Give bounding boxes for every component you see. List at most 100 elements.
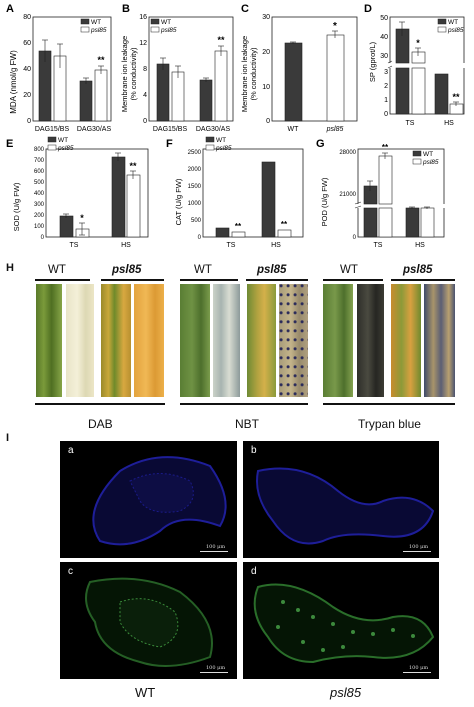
svg-text:TS: TS bbox=[70, 242, 79, 249]
leaf-tb-wt-1 bbox=[323, 284, 353, 397]
h-stain-trypan: Trypan blue bbox=[358, 417, 421, 431]
svg-text:**: ** bbox=[452, 92, 460, 102]
svg-text:16: 16 bbox=[139, 14, 147, 21]
svg-text:*: * bbox=[416, 38, 420, 48]
svg-text:HS: HS bbox=[271, 242, 281, 249]
svg-text:**: ** bbox=[129, 161, 137, 171]
bar-psl85-ts-low bbox=[411, 67, 426, 115]
bar-wt bbox=[284, 42, 303, 122]
svg-text:psl85: psl85 bbox=[90, 27, 107, 34]
svg-text:0: 0 bbox=[41, 235, 45, 241]
svg-text:WT: WT bbox=[288, 126, 300, 133]
svg-text:**: ** bbox=[281, 220, 288, 229]
tick: 60 bbox=[23, 40, 31, 47]
h-bar bbox=[180, 403, 308, 405]
leaf-tb-wt-2 bbox=[357, 284, 384, 397]
svg-text:HS: HS bbox=[444, 120, 454, 127]
svg-text:700: 700 bbox=[34, 158, 45, 164]
svg-text:G: G bbox=[316, 138, 325, 150]
h-tb-wt: WT bbox=[340, 264, 358, 276]
panel-g: G POD (U/g FW) 0 21000 28000 ** WT psl85 bbox=[316, 138, 446, 249]
error-bars bbox=[42, 39, 104, 84]
micrograph-a: a 100 μm bbox=[60, 441, 237, 558]
bar-psl85-hs bbox=[449, 103, 464, 115]
chart-row-1: A MDA (nmol/g FW) 0 20 40 60 80 ** W bbox=[6, 3, 467, 133]
svg-text:psl85: psl85 bbox=[160, 27, 177, 34]
sig-mark: ** bbox=[97, 55, 105, 65]
svg-text:HS: HS bbox=[415, 242, 425, 249]
panel-e: E SOD (U/g FW) 0 100 200 300 400 500 600… bbox=[6, 136, 149, 249]
bar-wt-ts bbox=[395, 28, 410, 64]
svg-text:E: E bbox=[6, 138, 13, 150]
bar-psl85-dag15 bbox=[171, 71, 185, 122]
svg-text:psl85: psl85 bbox=[215, 145, 232, 152]
h-bar bbox=[323, 279, 383, 281]
svg-text:2: 2 bbox=[384, 83, 388, 90]
leaf-nbt-wt-1 bbox=[180, 284, 210, 397]
leaf-dab-mut-1 bbox=[101, 284, 131, 397]
panel-a-label: A bbox=[6, 3, 14, 15]
svg-text:12: 12 bbox=[139, 40, 147, 47]
leaf-dab-wt-1 bbox=[36, 284, 62, 397]
svg-text:psl85: psl85 bbox=[326, 126, 344, 133]
svg-text:0: 0 bbox=[384, 111, 388, 118]
scale-a: 100 μm bbox=[206, 544, 226, 550]
h-dab-mut: psl85 bbox=[112, 264, 142, 276]
panel-b-label: B bbox=[122, 3, 130, 15]
panel-f: F CAT (U/g FW) 0 500 1000 1500 2000 2500… bbox=[166, 136, 304, 249]
svg-text:Membrane ion leakage: Membrane ion leakage bbox=[120, 36, 129, 112]
panel-b: B Membrane ion leakage (% conductivity) … bbox=[120, 3, 234, 133]
sub-d: d bbox=[251, 566, 257, 577]
svg-text:SP (gprot/L): SP (gprot/L) bbox=[368, 41, 377, 82]
svg-text:2500: 2500 bbox=[188, 150, 202, 156]
scale-b: 100 μm bbox=[409, 544, 429, 550]
svg-text:DAG15/BS: DAG15/BS bbox=[153, 126, 188, 133]
svg-text:50: 50 bbox=[380, 15, 388, 22]
h-nbt-mut: psl85 bbox=[257, 264, 287, 276]
svg-text:DAG30/AS: DAG30/AS bbox=[196, 126, 231, 133]
svg-text:400: 400 bbox=[34, 191, 45, 197]
svg-text:WT: WT bbox=[216, 137, 226, 144]
svg-text:TS: TS bbox=[227, 242, 236, 249]
xcat: DAG15/BS bbox=[35, 126, 70, 133]
micrograph-d-image bbox=[253, 583, 435, 664]
panel-a: A MDA (nmol/g FW) 0 20 40 60 80 ** W bbox=[6, 3, 111, 133]
svg-text:F: F bbox=[166, 138, 173, 150]
bar-psl85-dag30 bbox=[94, 69, 108, 122]
panel-d-label: D bbox=[364, 3, 372, 15]
svg-text:3: 3 bbox=[384, 69, 388, 76]
svg-text:WT: WT bbox=[161, 19, 171, 26]
micrograph-a-image bbox=[92, 456, 227, 546]
h-bar bbox=[35, 403, 165, 405]
svg-text:0: 0 bbox=[143, 118, 147, 125]
svg-text:100: 100 bbox=[34, 224, 45, 230]
scale-d: 100 μm bbox=[409, 665, 429, 671]
svg-text:**: ** bbox=[382, 143, 389, 152]
panel-h-label: H bbox=[6, 262, 14, 274]
svg-text:40: 40 bbox=[380, 34, 388, 41]
chart-row-2: E SOD (U/g FW) 0 100 200 300 400 500 600… bbox=[6, 136, 446, 249]
svg-text:0: 0 bbox=[198, 235, 202, 241]
bar-wt-dag30 bbox=[79, 80, 93, 122]
svg-text:2000: 2000 bbox=[188, 167, 202, 173]
panel-d: D SP (gprot/L) 0 1 2 3 30 40 50 * ** bbox=[364, 3, 467, 127]
leaf-nbt-wt-2 bbox=[213, 284, 240, 397]
svg-text:4: 4 bbox=[143, 92, 147, 99]
leaf-nbt-mut-1 bbox=[247, 284, 276, 397]
svg-text:30: 30 bbox=[262, 14, 270, 21]
svg-text:psl85: psl85 bbox=[422, 159, 439, 166]
bar-psl85 bbox=[326, 34, 345, 122]
h-bar bbox=[101, 279, 164, 281]
h-bar bbox=[246, 279, 308, 281]
h-bar bbox=[323, 403, 455, 405]
svg-text:8: 8 bbox=[143, 66, 147, 73]
svg-text:1: 1 bbox=[384, 97, 388, 104]
bar-wt-hs bbox=[434, 73, 449, 115]
svg-text:**: ** bbox=[235, 222, 242, 231]
micrograph-b: b 100 μm bbox=[243, 441, 439, 558]
svg-text:(% conductivity): (% conductivity) bbox=[129, 47, 138, 100]
scale-c: 100 μm bbox=[206, 665, 226, 671]
svg-text:0: 0 bbox=[353, 235, 357, 241]
svg-text:300: 300 bbox=[34, 202, 45, 208]
leaf-tb-mut-2 bbox=[424, 284, 455, 397]
